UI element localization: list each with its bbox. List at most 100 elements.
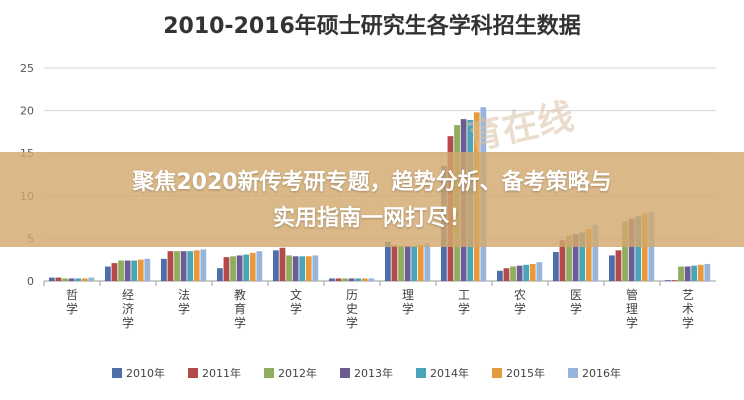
bar (174, 251, 180, 281)
category-label: 医学 (570, 288, 582, 316)
bar (292, 256, 299, 281)
promo-banner[interactable]: 聚焦2020新传考研专题，趋势分析、备考策略与 实用指南一网打尽！ (0, 152, 744, 247)
bar (55, 277, 62, 281)
category-label: 农学 (514, 288, 526, 316)
legend-entry: 2014年 (430, 366, 469, 380)
legend-entry: 2016年 (582, 366, 621, 380)
legend-swatch (188, 368, 198, 378)
bar (167, 251, 174, 281)
bar (697, 264, 704, 281)
legend: 2010年 2011年 2012年 2013年 2014年 2015年 2016年 (112, 366, 621, 380)
bar (615, 250, 622, 281)
bar (49, 277, 55, 281)
bar (329, 278, 335, 281)
bar (497, 270, 503, 281)
bar (609, 255, 615, 281)
bar (671, 280, 678, 281)
bar (111, 263, 118, 281)
bar (144, 258, 151, 281)
bar (273, 250, 279, 281)
bar (124, 260, 131, 281)
category-labels: 哲学 经济学 法学 教育学 文学 历史学 理学 工学 农学 医学 管理学 艺术学 (43, 281, 694, 330)
legend-swatch (340, 368, 350, 378)
bar (585, 229, 592, 281)
bar (566, 235, 572, 281)
promo-banner-line-1: 聚焦2020新传考研专题，趋势分析、备考策略与 (132, 170, 612, 195)
legend-entry: 2011年 (202, 366, 241, 380)
bar (635, 216, 642, 281)
legend-entry: 2013年 (354, 366, 393, 380)
bar (536, 262, 543, 281)
bar (704, 263, 711, 281)
bar (424, 243, 431, 281)
category-label: 法学 (178, 288, 190, 316)
legend-entry: 2012年 (278, 366, 317, 380)
bar (193, 250, 200, 281)
bar (411, 246, 418, 281)
bar (88, 277, 95, 281)
bar (510, 266, 516, 281)
category-label: 教育学 (234, 287, 246, 330)
bar (665, 280, 671, 281)
y-tick-label: 25 (20, 62, 34, 75)
bar (335, 278, 342, 281)
bar (516, 265, 523, 281)
legend-swatch (568, 368, 578, 378)
bar (223, 257, 230, 281)
bar (243, 254, 250, 281)
bar (68, 278, 75, 281)
bar (391, 245, 398, 281)
bar (200, 249, 207, 281)
legend-entry: 2010年 (126, 366, 165, 380)
bar (187, 251, 194, 281)
bar (118, 260, 124, 281)
bar (230, 256, 236, 281)
bar (249, 252, 256, 281)
bar (355, 278, 362, 281)
legend-swatch (492, 368, 502, 378)
bar (81, 278, 88, 281)
y-tick-label: 20 (20, 105, 34, 118)
y-tick-label: 0 (27, 275, 34, 288)
bar (342, 278, 348, 281)
bar (75, 278, 82, 281)
bar (137, 259, 144, 281)
bar (305, 256, 312, 281)
bar (348, 278, 355, 281)
bar (385, 241, 391, 281)
category-label: 艺术学 (682, 288, 694, 330)
bar (368, 278, 375, 281)
category-label: 哲学 (66, 288, 78, 316)
bar (691, 265, 698, 281)
bar (572, 234, 579, 281)
bar (236, 255, 243, 281)
bar (105, 266, 111, 281)
bar (279, 247, 286, 281)
bar (62, 278, 68, 281)
chart-title: 2010-2016年硕士研究生各学科招生数据 (163, 14, 581, 39)
bar (404, 246, 411, 281)
promo-banner-line-2: 实用指南一网打尽！ (272, 206, 471, 231)
bar (579, 232, 586, 281)
bar (523, 264, 530, 281)
bar (622, 221, 628, 281)
bar (361, 278, 368, 281)
bar (217, 268, 223, 281)
bar (161, 258, 167, 281)
category-label: 工学 (458, 288, 470, 316)
bar (503, 268, 510, 281)
bar (684, 266, 691, 281)
bar (529, 263, 536, 281)
watermark-text: 育在线 (463, 96, 577, 159)
category-label: 管理学 (626, 287, 638, 330)
legend-entry: 2015年 (506, 366, 545, 380)
bar (553, 252, 559, 281)
bar (131, 260, 138, 281)
bar (678, 266, 684, 281)
legend-swatch (112, 368, 122, 378)
bar (559, 240, 566, 281)
bar (398, 246, 404, 281)
category-label: 文学 (290, 287, 302, 316)
bar (312, 255, 319, 281)
